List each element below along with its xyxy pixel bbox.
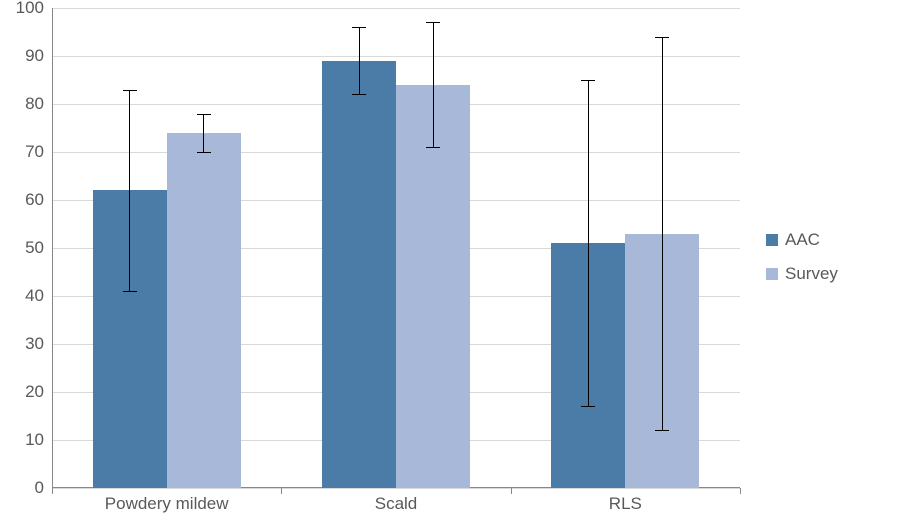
y-axis bbox=[52, 8, 53, 488]
legend-swatch bbox=[766, 234, 778, 246]
error-cap bbox=[197, 152, 211, 153]
bar bbox=[322, 61, 396, 488]
error-bar bbox=[588, 80, 589, 406]
error-bar bbox=[662, 37, 663, 431]
gridline bbox=[52, 8, 740, 9]
bar bbox=[167, 133, 241, 488]
ytick-label: 40 bbox=[25, 286, 52, 306]
xtick-mark bbox=[740, 488, 741, 494]
error-cap bbox=[123, 90, 137, 91]
xtick-mark bbox=[281, 488, 282, 494]
xtick-mark bbox=[52, 488, 53, 494]
ytick-label: 50 bbox=[25, 238, 52, 258]
ytick-label: 70 bbox=[25, 142, 52, 162]
plot-area: 0102030405060708090100Powdery mildewScal… bbox=[52, 8, 740, 488]
ytick-label: 20 bbox=[25, 382, 52, 402]
error-cap bbox=[655, 430, 669, 431]
legend-item: Survey bbox=[766, 264, 838, 284]
gridline bbox=[52, 56, 740, 57]
legend-label: AAC bbox=[785, 230, 820, 250]
error-cap bbox=[655, 37, 669, 38]
error-cap bbox=[581, 406, 595, 407]
ytick-label: 80 bbox=[25, 94, 52, 114]
ytick-label: 90 bbox=[25, 46, 52, 66]
error-bar bbox=[203, 114, 204, 152]
error-cap bbox=[426, 22, 440, 23]
legend-swatch bbox=[766, 268, 778, 280]
xtick-label: RLS bbox=[609, 488, 642, 514]
xtick-mark bbox=[511, 488, 512, 494]
ytick-label: 10 bbox=[25, 430, 52, 450]
error-bar bbox=[433, 22, 434, 147]
error-cap bbox=[123, 291, 137, 292]
error-cap bbox=[581, 80, 595, 81]
ytick-label: 30 bbox=[25, 334, 52, 354]
ytick-label: 100 bbox=[16, 0, 52, 18]
error-cap bbox=[197, 114, 211, 115]
legend-item: AAC bbox=[766, 230, 838, 250]
error-bar bbox=[129, 90, 130, 292]
ytick-label: 60 bbox=[25, 190, 52, 210]
legend: AAC Survey bbox=[766, 216, 838, 298]
error-cap bbox=[352, 94, 366, 95]
xtick-label: Scald bbox=[375, 488, 418, 514]
ytick-label: 0 bbox=[35, 478, 52, 498]
bar-chart: 0 10 20 30 40 50 60 70 80 90 100 Powdery mildew Scal… bbox=[0, 0, 898, 528]
legend-label: Survey bbox=[785, 264, 838, 284]
error-cap bbox=[352, 27, 366, 28]
error-cap bbox=[426, 147, 440, 148]
error-bar bbox=[359, 27, 360, 94]
xtick-label: Powdery mildew bbox=[105, 488, 229, 514]
